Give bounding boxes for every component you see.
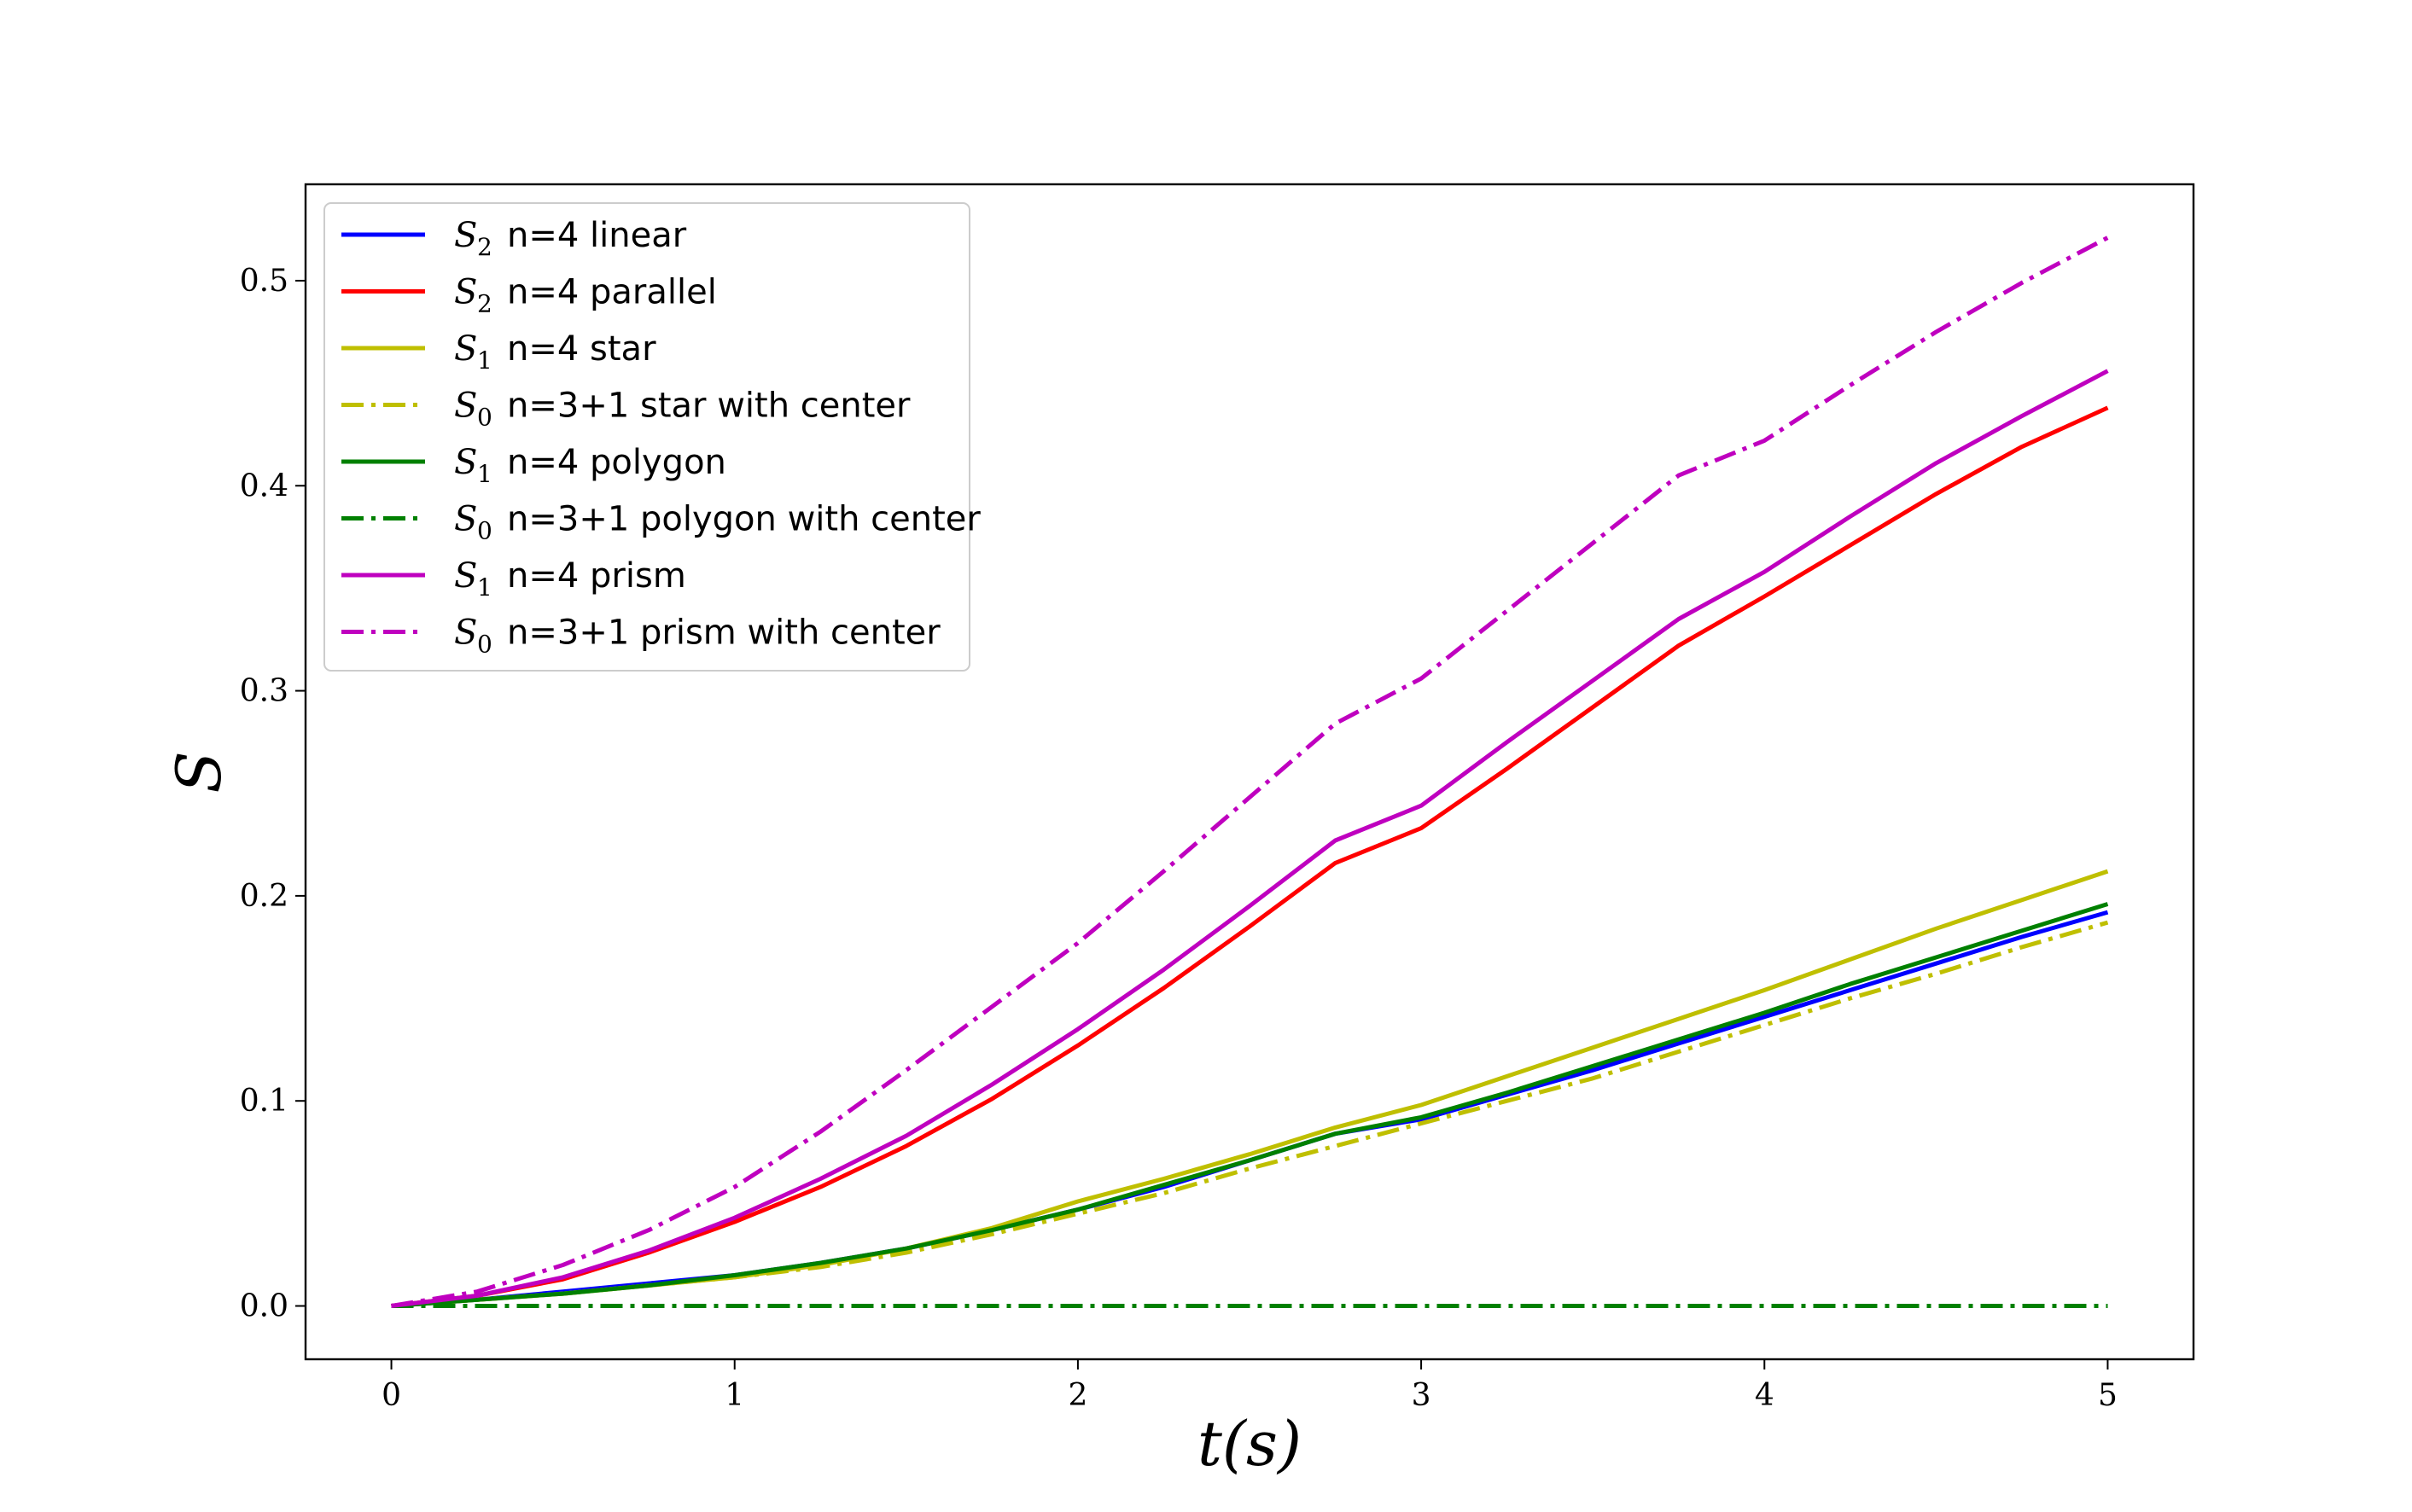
legend-subscript: 1	[477, 460, 492, 488]
x-tick-label: 3	[1412, 1378, 1431, 1413]
x-axis-ticks: 0 1 2 3 4 5	[382, 1359, 2118, 1413]
x-tick-label: 2	[1068, 1378, 1087, 1413]
legend-label: n=4 star	[507, 329, 656, 369]
legend-label: n=4 parallel	[507, 273, 717, 312]
legend-symbol: S	[454, 273, 477, 312]
y-axis-ticks: 0.0 0.1 0.2 0.3 0.4 0.5	[240, 264, 306, 1324]
x-tick-label: 0	[382, 1378, 401, 1413]
legend-subscript: 0	[477, 631, 492, 659]
legend-subscript: 0	[477, 517, 492, 545]
series-line-4	[391, 902, 2109, 1308]
legend-label: n=4 linear	[507, 216, 687, 255]
series-line-1	[391, 405, 2109, 1308]
legend-symbol: S	[454, 387, 477, 426]
y-tick-label: 0.2	[240, 879, 288, 914]
legend-subscript: 2	[477, 233, 492, 261]
series-line-7	[391, 236, 2109, 1308]
y-tick-label: 0.0	[240, 1289, 288, 1324]
legend-symbol: S	[454, 556, 477, 596]
legend-symbol: S	[454, 614, 477, 653]
series-line-6	[391, 369, 2109, 1308]
y-axis-title: S	[163, 751, 235, 793]
x-axis-title: t(s)	[1197, 1408, 1302, 1480]
x-tick-label: 1	[725, 1378, 744, 1413]
legend-symbol: S	[454, 216, 477, 255]
legend-box	[323, 202, 970, 672]
y-tick-label: 0.5	[240, 264, 288, 299]
legend-label: n=3+1 polygon with center	[507, 500, 981, 539]
x-tick-label: 4	[1755, 1378, 1774, 1413]
series-line-3	[391, 920, 2109, 1308]
plot-frame	[304, 183, 2195, 1361]
y-tick-label: 0.1	[240, 1084, 288, 1119]
legend-label: n=3+1 star with center	[507, 387, 911, 426]
legend-symbol: S	[454, 443, 477, 482]
legend-label: n=4 prism	[507, 556, 686, 596]
legend-subscript: 2	[477, 290, 492, 318]
legend-label: n=4 polygon	[507, 443, 726, 482]
x-tick-label: 5	[2098, 1378, 2118, 1413]
series-layer	[391, 236, 2109, 1308]
legend-symbol: S	[454, 500, 477, 539]
legend-subscript: 1	[477, 346, 492, 375]
legend-label: n=3+1 prism with center	[507, 614, 941, 653]
y-tick-label: 0.4	[240, 468, 288, 503]
legend-subscript: 0	[477, 404, 492, 432]
y-tick-label: 0.3	[240, 674, 288, 709]
legend-subscript: 1	[477, 573, 492, 602]
legend-symbol: S	[454, 329, 477, 369]
